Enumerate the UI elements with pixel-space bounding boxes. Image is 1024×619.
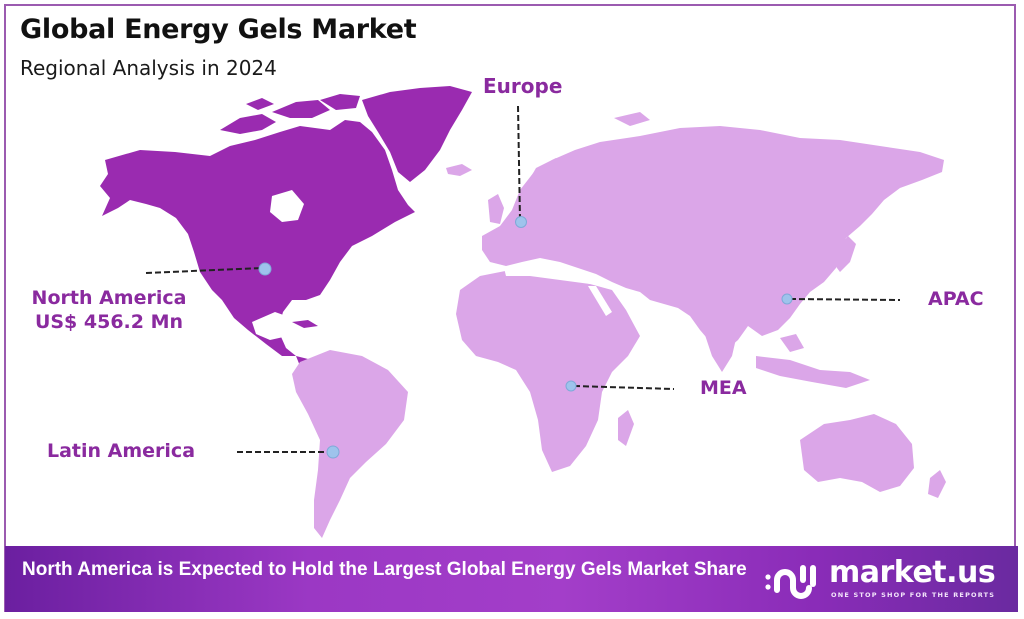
label-north-america-name: North America (31, 287, 187, 309)
market-us-logo: market.us ONE STOP SHOP FOR THE REPORTS (763, 555, 1003, 602)
page-subtitle: Regional Analysis in 2024 (20, 56, 277, 80)
marker-mea (565, 380, 577, 392)
label-mea: MEA (700, 377, 747, 399)
page-title: Global Energy Gels Market (20, 14, 417, 45)
region-eurasia (446, 112, 946, 498)
marker-latin-america (326, 445, 340, 459)
region-markers (258, 216, 793, 459)
banner-headline: North America is Expected to Hold the La… (22, 559, 747, 580)
logo-tagline: ONE STOP SHOP FOR THE REPORTS (831, 591, 996, 599)
marker-europe (515, 216, 527, 228)
marker-apac (781, 293, 793, 305)
label-latin-america: Latin America (47, 440, 196, 462)
region-north-america (100, 86, 472, 374)
label-north-america-value: US$ 456.2 Mn (34, 311, 184, 333)
market-us-logo-icon (765, 565, 816, 599)
region-latin-america (292, 350, 408, 538)
logo-wordmark: market.us (829, 555, 996, 590)
leader-lines (145, 105, 901, 453)
label-north-america: North America US$ 456.2 Mn (24, 286, 194, 334)
label-europe: Europe (483, 74, 563, 98)
label-apac: APAC (928, 288, 984, 310)
marker-north-america (258, 262, 272, 276)
footer-banner: North America is Expected to Hold the La… (5, 546, 1018, 612)
